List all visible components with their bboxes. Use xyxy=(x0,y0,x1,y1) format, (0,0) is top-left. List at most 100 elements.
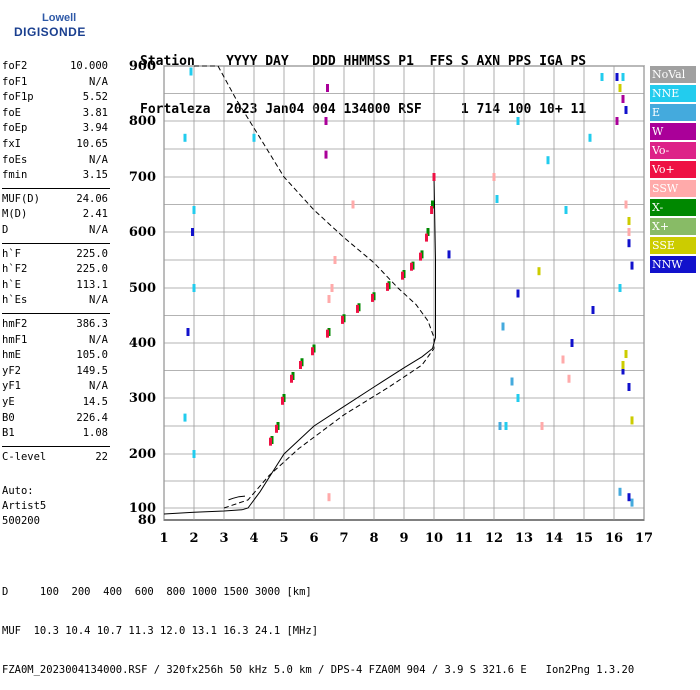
trace-point xyxy=(386,282,389,291)
footer: D 100 200 400 600 800 1000 1500 3000 [km… xyxy=(2,560,634,690)
trace-point xyxy=(186,328,190,336)
y-tick-label: 200 xyxy=(129,447,156,462)
trace-point xyxy=(516,289,520,298)
trace-point xyxy=(419,252,422,261)
trace-point xyxy=(591,306,595,314)
param-value: 3.94 xyxy=(82,122,108,135)
param-name: hmE xyxy=(2,349,21,362)
trace-point xyxy=(624,350,628,358)
logo-line2: DIGISONDE xyxy=(14,25,86,39)
x-tick-label: 5 xyxy=(279,531,288,546)
auto-code: 500200 xyxy=(2,515,40,527)
x-tick-label: 4 xyxy=(249,531,258,546)
ionogram-chart: 1 2 3 4 5 6 7 8 9 10 11 12 13 14 15 16 17801002003004005… xyxy=(129,59,653,546)
param-value: 149.5 xyxy=(76,364,108,377)
trace-point xyxy=(624,106,628,114)
trace-point xyxy=(495,195,499,203)
legend-item: SSE xyxy=(650,237,696,254)
param-value: 1.08 xyxy=(82,427,108,440)
y-tick-label: 80 xyxy=(138,513,156,528)
x-tick-label: 8 xyxy=(369,531,378,546)
legend-item: SSW xyxy=(650,180,696,197)
footer-distance: D 100 200 400 600 800 1000 1500 3000 [km… xyxy=(2,586,312,598)
trace-point xyxy=(431,200,434,209)
x-tick-label: 15 xyxy=(575,531,593,546)
param-separator xyxy=(2,187,110,189)
trace-point xyxy=(324,117,328,125)
trace-point xyxy=(410,262,413,271)
legend-item: NoVal xyxy=(650,66,696,83)
y-tick-label: 400 xyxy=(129,336,156,351)
station-header: Station YYYY DAY DDD HHMMSS P1 FFS S AXN… xyxy=(140,22,586,134)
trace-point xyxy=(615,117,619,125)
trace-point xyxy=(192,284,196,292)
param-value: N/A xyxy=(89,333,108,346)
y-tick-label: 900 xyxy=(129,59,156,74)
param-row: fxI 10.65 xyxy=(2,138,108,154)
trace-point xyxy=(570,339,574,347)
trace-point xyxy=(618,84,622,92)
y-tick-label: 700 xyxy=(129,170,156,185)
logo-line1: Lowell xyxy=(42,12,77,24)
trace-point xyxy=(425,233,428,242)
param-name: B0 xyxy=(2,411,15,424)
trace-point xyxy=(371,293,374,302)
param-value: 10.000 xyxy=(70,60,108,72)
param-name: foF2 xyxy=(2,60,28,72)
param-value: 386.3 xyxy=(76,318,108,330)
trace-point xyxy=(618,284,622,292)
param-value: N/A xyxy=(89,153,108,166)
trace-point xyxy=(189,67,193,76)
trace-point xyxy=(401,271,404,280)
trace-point xyxy=(510,377,514,386)
trace-point xyxy=(630,498,634,507)
trace-point xyxy=(498,422,502,430)
legend-item: Vo+ xyxy=(650,161,696,178)
header-line2: Fortaleza 2023 Jan04 004 134000 RSF 1 71… xyxy=(140,102,587,117)
trace-point xyxy=(492,173,496,181)
legend-item: E xyxy=(650,104,696,121)
param-name: C-level xyxy=(2,450,47,463)
y-tick-label: 600 xyxy=(129,225,156,240)
param-row: M(D) 2.41 xyxy=(2,208,108,224)
trace-point xyxy=(183,133,187,142)
trace-point xyxy=(311,347,314,356)
trace-point xyxy=(430,206,434,214)
param-value: 5.52 xyxy=(82,91,108,104)
param-value: 3.81 xyxy=(82,106,108,119)
param-name: D xyxy=(2,224,9,236)
trace-point xyxy=(432,173,436,181)
param-row: foF1 N/A xyxy=(2,76,108,92)
x-tick-label: 17 xyxy=(635,531,653,546)
trace-point xyxy=(191,228,194,236)
x-tick-label: 9 xyxy=(399,531,408,546)
x-tick-label: 16 xyxy=(605,531,623,546)
param-value: 3.15 xyxy=(82,169,108,182)
param-row: yF1 N/A xyxy=(2,380,108,396)
param-row: fmin 3.15 xyxy=(2,169,108,185)
param-separator xyxy=(2,445,110,447)
param-value: N/A xyxy=(89,75,108,88)
trace-point xyxy=(621,95,625,103)
param-row: foEs N/A xyxy=(2,154,108,170)
trace-point xyxy=(269,437,272,446)
param-value: 14.5 xyxy=(82,396,108,408)
footer-muf: MUF 10.3 10.4 10.7 11.3 12.0 13.1 16.3 2… xyxy=(2,625,319,637)
param-value: 105.0 xyxy=(76,349,108,362)
param-value: 225.0 xyxy=(76,263,108,276)
trace-point xyxy=(546,156,550,165)
param-name: yF1 xyxy=(2,380,21,393)
param-row: D N/A xyxy=(2,224,108,240)
param-row: yE 14.5 xyxy=(2,396,108,412)
y-tick-label: 300 xyxy=(129,391,156,406)
legend-item: W xyxy=(650,123,696,140)
param-row: h`F2 225.0 xyxy=(2,263,108,279)
param-row: h`Es N/A xyxy=(2,294,108,310)
x-tick-label: 14 xyxy=(545,531,563,546)
trace-point xyxy=(627,228,631,236)
trace-point xyxy=(326,84,329,92)
param-name: MUF(D) xyxy=(2,192,40,205)
param-value: N/A xyxy=(89,380,108,393)
trace-point xyxy=(627,217,631,225)
legend-item: NNE xyxy=(650,85,696,102)
